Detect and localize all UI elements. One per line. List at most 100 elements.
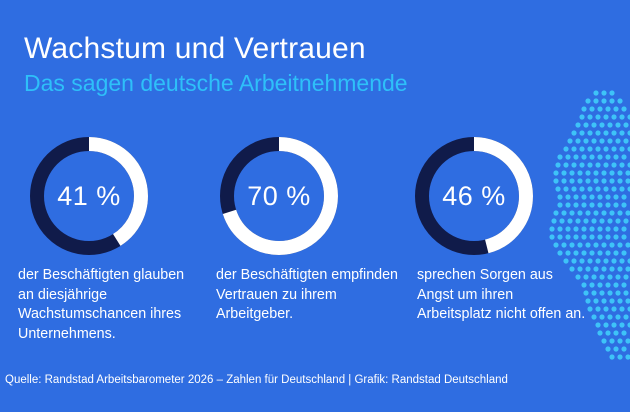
map-dot	[565, 202, 571, 208]
map-dot	[605, 106, 611, 112]
map-dot	[591, 218, 597, 224]
map-dot	[575, 274, 581, 280]
map-dot	[573, 194, 579, 200]
map-dot	[605, 226, 611, 232]
map-dot	[595, 258, 601, 264]
map-dot	[595, 162, 601, 168]
map-dot	[601, 90, 607, 96]
map-dot	[553, 170, 559, 176]
map-dot	[613, 106, 619, 112]
map-dot	[597, 250, 603, 256]
donut-arc	[415, 137, 533, 255]
map-dot	[563, 258, 569, 264]
map-dot	[603, 306, 609, 312]
map-dot	[607, 138, 613, 144]
map-dot	[593, 90, 599, 96]
map-dot	[617, 338, 623, 344]
map-dot	[603, 322, 609, 328]
map-dot	[565, 226, 571, 232]
map-dot	[557, 194, 563, 200]
map-dot	[585, 178, 591, 184]
description-1: der Beschäftigten glauben an diesjährige…	[18, 267, 185, 342]
map-dot	[597, 154, 603, 160]
map-dot	[619, 130, 625, 136]
map-dot	[589, 154, 595, 160]
map-dot	[549, 234, 555, 240]
map-dot	[559, 218, 565, 224]
map-dot	[601, 242, 607, 248]
map-dot	[603, 186, 609, 192]
map-dot	[609, 178, 615, 184]
map-dot	[613, 330, 619, 336]
map-dot	[603, 258, 609, 264]
map-dot	[613, 282, 619, 288]
map-dot	[557, 226, 563, 232]
map-dot	[597, 194, 603, 200]
map-dot	[553, 242, 559, 248]
map-dot	[599, 218, 605, 224]
map-dot	[581, 154, 587, 160]
map-dot	[617, 298, 623, 304]
map-dot	[619, 258, 625, 264]
map-dot	[603, 114, 609, 120]
map-dot	[613, 154, 619, 160]
map-dot	[603, 162, 609, 168]
map-dot	[601, 338, 607, 344]
map-dot	[627, 114, 630, 120]
map-dot	[611, 162, 617, 168]
map-dot	[567, 218, 573, 224]
map-dot	[609, 170, 615, 176]
page-title: Wachstum und Vertrauen	[24, 32, 366, 65]
map-dot	[573, 234, 579, 240]
map-dot	[605, 346, 611, 352]
map-dot	[609, 298, 615, 304]
map-dot	[575, 218, 581, 224]
percent-value: 46 %	[442, 180, 506, 211]
description-3: sprechen Sorgen aus Angst um ihren Arbei…	[417, 267, 586, 322]
map-dot	[607, 314, 613, 320]
map-dot	[611, 306, 617, 312]
map-dot	[619, 306, 625, 312]
map-dot	[575, 122, 581, 128]
map-dot	[573, 154, 579, 160]
map-dot	[609, 354, 615, 360]
map-dot	[555, 162, 561, 168]
map-dot	[579, 146, 585, 152]
map-dot	[577, 178, 583, 184]
map-dot	[575, 138, 581, 144]
map-dot	[581, 250, 587, 256]
map-dot	[615, 274, 621, 280]
map-dot	[623, 122, 629, 128]
map-dot	[557, 202, 563, 208]
map-dot	[623, 274, 629, 280]
map-dot	[577, 266, 583, 272]
map-dot	[619, 114, 625, 120]
map-dot	[609, 242, 615, 248]
map-dot	[585, 242, 591, 248]
map-dot	[581, 234, 587, 240]
map-dot	[595, 322, 601, 328]
map-dot	[597, 234, 603, 240]
map-dot	[617, 266, 623, 272]
map-dot	[597, 106, 603, 112]
map-dot	[561, 210, 567, 216]
map-dot	[599, 314, 605, 320]
map-dot	[587, 130, 593, 136]
map-dot	[569, 170, 575, 176]
map-dot	[585, 170, 591, 176]
map-dot	[587, 114, 593, 120]
map-dot	[553, 178, 559, 184]
map-dot	[621, 226, 627, 232]
map-dot	[623, 138, 629, 144]
map-dot	[583, 290, 589, 296]
map-dot	[611, 186, 617, 192]
map-dot	[625, 354, 630, 360]
map-dot	[625, 178, 630, 184]
map-dot	[605, 250, 611, 256]
map-dot	[581, 202, 587, 208]
source-note: Quelle: Randstad Arbeitsbarometer 2026 –…	[5, 374, 508, 386]
map-dot	[621, 106, 627, 112]
map-dot	[609, 266, 615, 272]
map-dot	[595, 306, 601, 312]
